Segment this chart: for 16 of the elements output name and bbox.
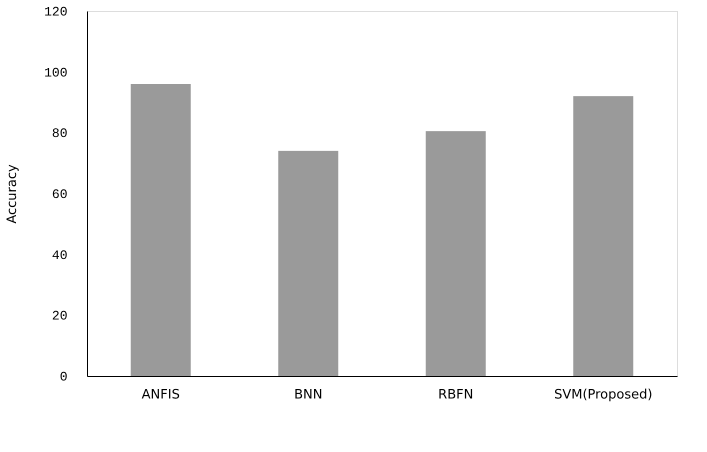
x-tick-label: BNN	[294, 388, 322, 402]
y-tick-label: 100	[44, 65, 68, 80]
x-tick-label: RBFN	[438, 388, 474, 402]
y-tick-label: 80	[52, 126, 68, 142]
bar	[573, 96, 634, 376]
x-tick-label: ANFIS	[142, 388, 180, 402]
bar	[278, 150, 338, 376]
bar	[130, 84, 191, 376]
y-tick-label: 60	[52, 187, 68, 202]
y-axis-title: Accuracy	[5, 164, 20, 224]
y-tick-label: 20	[52, 308, 68, 324]
y-tick-label: 0	[60, 370, 68, 384]
y-tick-label: 120	[44, 4, 68, 20]
x-tick-label: SVM(Proposed)	[554, 388, 652, 402]
y-tick-label: 40	[52, 248, 68, 263]
bar	[426, 131, 486, 376]
